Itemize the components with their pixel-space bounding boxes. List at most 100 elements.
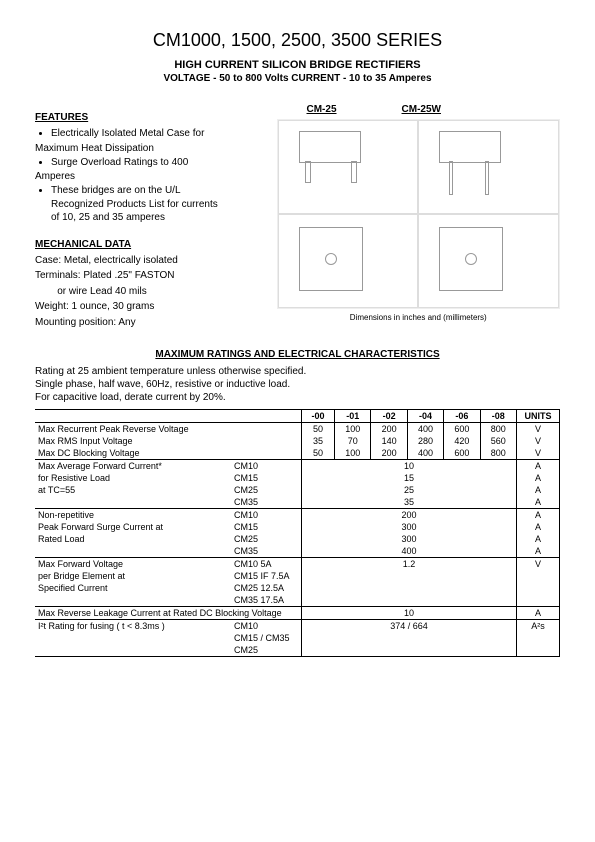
pkg-label-left: CM-25 [307,104,337,115]
cell-val: 374 / 664 [302,620,517,633]
feature-item: Surge Overload Ratings to 400 [51,156,277,170]
th-col: -08 [480,410,516,423]
cell-val: 280 [407,435,443,447]
ratings-note: For capacitive load, derate current by 2… [35,392,560,403]
mech-line: Terminals: Plated .25" FASTON [35,269,277,283]
cell-val: 300 [302,521,517,533]
cell-label: Max Forward Voltage [35,558,231,571]
cell-unit: A [517,460,560,473]
cell-label: Max Recurrent Peak Reverse Voltage [35,423,302,436]
cell-model: CM10 5A [231,558,302,571]
table-row: CM35 35 A [35,496,560,509]
cell-unit [517,570,560,582]
cell-label: Peak Forward Surge Current at [35,521,231,533]
table-row: for Resistive Load CM15 15 A [35,472,560,484]
cell-label: Max Average Forward Current* [35,460,231,473]
table-row: per Bridge Element at CM15 IF 7.5A [35,570,560,582]
mechanical-block: Case: Metal, electrically isolated Termi… [35,254,277,330]
cell-model: CM15 [231,521,302,533]
cell-val: 200 [302,509,517,522]
table-row: I²t Rating for fusing ( t < 8.3ms ) CM10… [35,620,560,633]
cell-val: 600 [444,447,480,460]
cell-model: CM25 [231,484,302,496]
table-row: Max Recurrent Peak Reverse Voltage 50 10… [35,423,560,436]
feature-text-cont: Amperes [35,171,277,182]
ratings-heading: MAXIMUM RATINGS AND ELECTRICAL CHARACTER… [35,349,560,360]
cell-label: Specified Current [35,582,231,594]
cell-val: 100 [335,423,371,436]
cell-val [302,582,517,594]
cell-label: Rated Load [35,533,231,545]
cell-val: 200 [371,447,407,460]
cell-label: per Bridge Element at [35,570,231,582]
feature-text: Electrically Isolated Metal Case for [51,128,204,139]
cell-unit [517,632,560,644]
cell-label: Max Reverse Leakage Current at Rated DC … [35,607,302,620]
mech-line: Case: Metal, electrically isolated [35,254,277,268]
th-col: -01 [335,410,371,423]
cell-label: I²t Rating for fusing ( t < 8.3ms ) [35,620,231,633]
cell-model: CM25 [231,644,302,657]
cell-label: Max DC Blocking Voltage [35,447,302,460]
pkg-view [418,214,559,308]
feature-text-cont: Maximum Heat Dissipation [35,143,277,154]
th-col: -04 [407,410,443,423]
cell-val: 100 [335,447,371,460]
cell-val: 560 [480,435,516,447]
cell-unit [517,594,560,607]
cell-val: 50 [302,423,335,436]
features-list: Surge Overload Ratings to 400 [35,156,277,170]
feature-item: Electrically Isolated Metal Case for [51,127,277,141]
cell-unit: A [517,607,560,620]
table-row: Max Forward Voltage CM10 5A 1.2 V [35,558,560,571]
cell-unit [517,582,560,594]
cell-val [302,644,517,657]
right-column: CM-25 CM-25W Dimensions in in [277,104,561,331]
table-row: Max Average Forward Current* CM10 10 A [35,460,560,473]
package-drawing [277,119,561,309]
cell-val [302,594,517,607]
cell-model: CM25 [231,533,302,545]
cell-val: 420 [444,435,480,447]
cell-unit: V [517,435,560,447]
overview-row: FEATURES Electrically Isolated Metal Cas… [35,104,560,331]
mech-line: Weight: 1 ounce, 30 grams [35,300,277,314]
cell-label [35,644,231,657]
ratings-note: Rating at 25 ambient temperature unless … [35,366,560,377]
th-col: -02 [371,410,407,423]
cell-val: 400 [407,423,443,436]
mechanical-heading: MECHANICAL DATA [35,239,277,250]
feature-text: Recognized Products List for currents [51,199,218,210]
table-row: Max RMS Input Voltage 35 70 140 280 420 … [35,435,560,447]
cell-unit: A [517,533,560,545]
th-blank [231,410,302,423]
features-heading: FEATURES [35,112,277,123]
th-col: -00 [302,410,335,423]
cell-unit [517,644,560,657]
cell-model: CM10 [231,509,302,522]
cell-label: for Resistive Load [35,472,231,484]
cell-unit: A [517,496,560,509]
dimensions-caption: Dimensions in inches and (millimeters) [277,313,561,322]
cell-label [35,594,231,607]
cell-model: CM10 [231,460,302,473]
cell-model: CM35 [231,545,302,558]
package-labels: CM-25 CM-25W [277,104,561,115]
table-row: CM25 [35,644,560,657]
cell-val: 300 [302,533,517,545]
pkg-view [278,214,419,308]
cell-model: CM25 12.5A [231,582,302,594]
cell-label [35,545,231,558]
cell-val: 70 [335,435,371,447]
cell-val: 35 [302,435,335,447]
cell-model: CM15 / CM35 [231,632,302,644]
cell-unit: A [517,545,560,558]
cell-model: CM10 [231,620,302,633]
subtitle-spec: VOLTAGE - 50 to 800 Volts CURRENT - 10 t… [35,73,560,84]
cell-label [35,632,231,644]
cell-unit: A²s [517,620,560,633]
cell-val: 25 [302,484,517,496]
feature-text: of 10, 25 and 35 amperes [51,212,165,223]
cell-val: 10 [302,460,517,473]
cell-val [302,632,517,644]
